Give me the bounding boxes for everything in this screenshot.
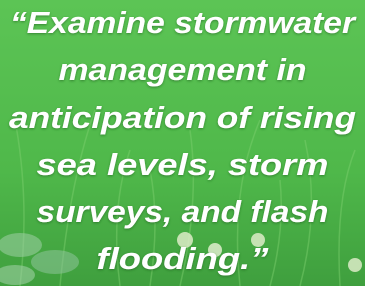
quote-line: flooding.” [97,241,270,276]
quote-graphic: “Examine stormwater management in anticipa… [0,0,365,286]
page: “Examine stormwater management in anticipa… [0,0,365,286]
quote-line: “Examine stormwater [10,5,357,40]
quote-line: sea levels, storm [37,147,329,182]
quote-line: surveys, and flash [37,194,329,229]
quote-line: anticipation of rising [9,100,356,135]
quote-line: management in [59,52,307,87]
